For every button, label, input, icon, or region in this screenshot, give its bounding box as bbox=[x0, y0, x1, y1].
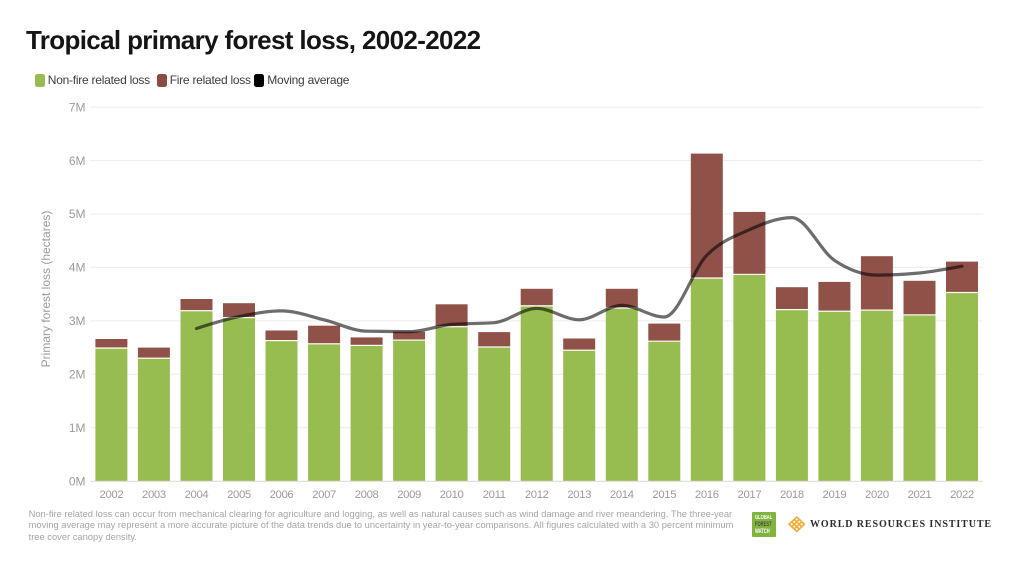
svg-text:2017: 2017 bbox=[738, 489, 762, 501]
svg-text:0M: 0M bbox=[69, 474, 86, 488]
svg-text:2011: 2011 bbox=[483, 489, 506, 501]
svg-text:2M: 2M bbox=[69, 368, 86, 382]
svg-text:2019: 2019 bbox=[823, 489, 847, 501]
svg-text:2006: 2006 bbox=[270, 489, 294, 501]
svg-text:2013: 2013 bbox=[567, 489, 591, 501]
svg-text:3M: 3M bbox=[69, 314, 86, 328]
svg-text:2007: 2007 bbox=[312, 489, 336, 501]
svg-text:2004: 2004 bbox=[185, 489, 209, 501]
svg-text:2016: 2016 bbox=[695, 489, 719, 501]
svg-text:2008: 2008 bbox=[355, 489, 379, 501]
svg-text:2005: 2005 bbox=[227, 489, 251, 501]
svg-text:2010: 2010 bbox=[440, 489, 464, 501]
svg-text:2002: 2002 bbox=[100, 489, 124, 501]
svg-text:2020: 2020 bbox=[865, 489, 889, 501]
svg-text:2022: 2022 bbox=[950, 489, 974, 501]
svg-text:2018: 2018 bbox=[780, 489, 804, 501]
svg-text:1M: 1M bbox=[69, 421, 86, 435]
svg-text:Primary forest loss (hectares): Primary forest loss (hectares) bbox=[39, 211, 53, 368]
svg-text:5M: 5M bbox=[69, 207, 86, 221]
svg-text:2003: 2003 bbox=[142, 489, 166, 501]
svg-text:2009: 2009 bbox=[397, 489, 421, 501]
svg-text:6M: 6M bbox=[69, 154, 86, 168]
svg-text:4M: 4M bbox=[69, 261, 86, 275]
svg-text:2012: 2012 bbox=[525, 489, 549, 501]
svg-text:2015: 2015 bbox=[652, 489, 676, 501]
svg-text:7M: 7M bbox=[69, 100, 86, 114]
svg-text:2014: 2014 bbox=[610, 489, 634, 501]
svg-text:2021: 2021 bbox=[908, 489, 932, 501]
